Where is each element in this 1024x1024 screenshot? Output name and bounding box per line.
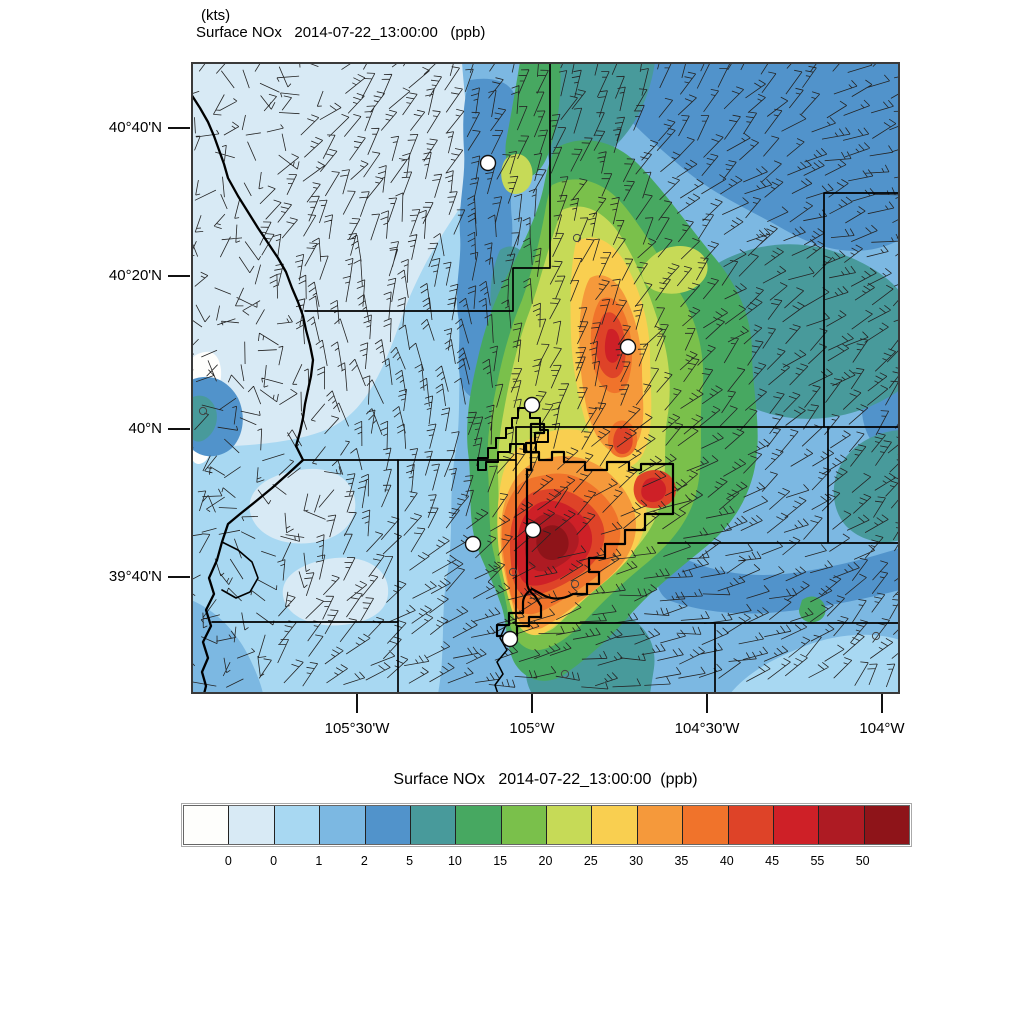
colorbar-cell-10 [637,806,684,844]
colorbar-tick-label: 40 [719,854,734,868]
colorbar-cell-7 [501,806,547,844]
city-ring-marker [570,579,580,589]
y-tick-label: 40°40'N [108,119,162,136]
colorbar-cell-13 [773,806,820,844]
contour-region [505,62,561,178]
colorbar-tick-label: 35 [674,854,689,868]
map-panel [191,62,900,694]
colorbar-tick-label: 30 [629,854,644,868]
colorbar-tick-label: 20 [538,854,553,868]
x-tick-mark [356,694,358,713]
nox-map [191,62,900,694]
colorbar-tick-label: 5 [406,854,414,868]
colorbar-tick-label: 2 [360,854,368,868]
colorbar-tick-label: 55 [810,854,825,868]
colorbar-tick-label: 0 [270,854,278,868]
county-line [221,541,259,599]
contour-region [191,600,263,694]
y-tick-mark [168,576,190,578]
county-line [823,192,900,428]
station-markers [464,154,637,648]
contour-region [282,557,389,626]
city-ring-marker [508,567,518,577]
broomfield-boundary [477,407,549,471]
y-tick-label: 40°20'N [108,267,162,284]
contour-region [604,328,621,363]
colorbar-cell-9 [592,806,638,844]
colorbar-tick-label: 50 [855,854,870,868]
colorbar-cell-8 [547,806,593,844]
y-tick-label: 39°40'N [108,568,162,585]
colorbar-cell-3 [320,806,366,844]
y-tick-mark [168,127,190,129]
contour-region [501,154,533,194]
colorbar-cell-12 [728,806,774,844]
colorbar-cell-0 [184,806,230,844]
city-ring-marker [198,406,208,416]
wind-units-label: (kts) [201,7,231,24]
colorbar-tick-label: 25 [583,854,598,868]
city-ring-markers [198,233,881,679]
colorbar-tick-label: 15 [493,854,508,868]
continental-divide-line [191,92,315,694]
river-boundary-line [494,626,508,694]
colorbar-cell-6 [456,806,502,844]
x-tick-label: 105°W [509,720,555,737]
x-tick-mark [531,694,533,713]
x-tick-label: 105°30'W [324,720,390,737]
plot-title: Surface NOx 2014-07-22_13:00:00 (ppb) [196,24,486,41]
county-line [512,622,900,694]
station-marker [464,535,482,553]
station-marker [524,521,542,539]
colorbar-labels: 0 0 1 2 5 10 15 20 25 30 35 40 45 55 50 [183,854,908,874]
station-marker [619,338,637,356]
x-tick-label: 104°30'W [674,720,740,737]
city-ring-marker [560,669,570,679]
colorbar-tick-label: 1 [315,854,323,868]
denver-boundary [495,422,675,638]
city-ring-marker [871,631,881,641]
county-boundaries [191,62,900,694]
colorbar-cell-15 [864,806,909,844]
city-ring-marker [572,233,582,243]
y-tick-mark [168,428,190,430]
colorbar-cell-4 [365,806,411,844]
colorbar-tick-label: 45 [765,854,780,868]
contour-region [249,468,356,544]
contour-region [613,425,633,455]
county-line [657,426,900,544]
colorbar-tick-label: 0 [224,854,232,868]
contour-region [730,634,900,694]
contour-region [536,525,569,561]
colorbar-cell-11 [683,806,729,844]
y-tick-label: 40°N [128,420,162,437]
colorbar-cell-14 [819,806,865,844]
x-tick-label: 104°W [859,720,905,737]
colorbar-title: Surface NOx 2014-07-22_13:00:00 (ppb) [393,771,698,788]
contour-region [590,62,900,251]
map-border [191,62,900,694]
y-tick-mark [168,275,190,277]
x-tick-mark [881,694,883,713]
colorbar [181,803,912,847]
colorbar-cell-5 [410,806,457,844]
colorbar-cell-2 [274,806,321,844]
x-tick-mark [706,694,708,713]
colorbar-tick-label: 10 [447,854,462,868]
station-marker [501,630,519,648]
colorbar-cell-1 [229,806,275,844]
contour-region [641,477,667,503]
station-marker [523,396,541,414]
station-marker [479,154,497,172]
county-line [304,62,551,312]
